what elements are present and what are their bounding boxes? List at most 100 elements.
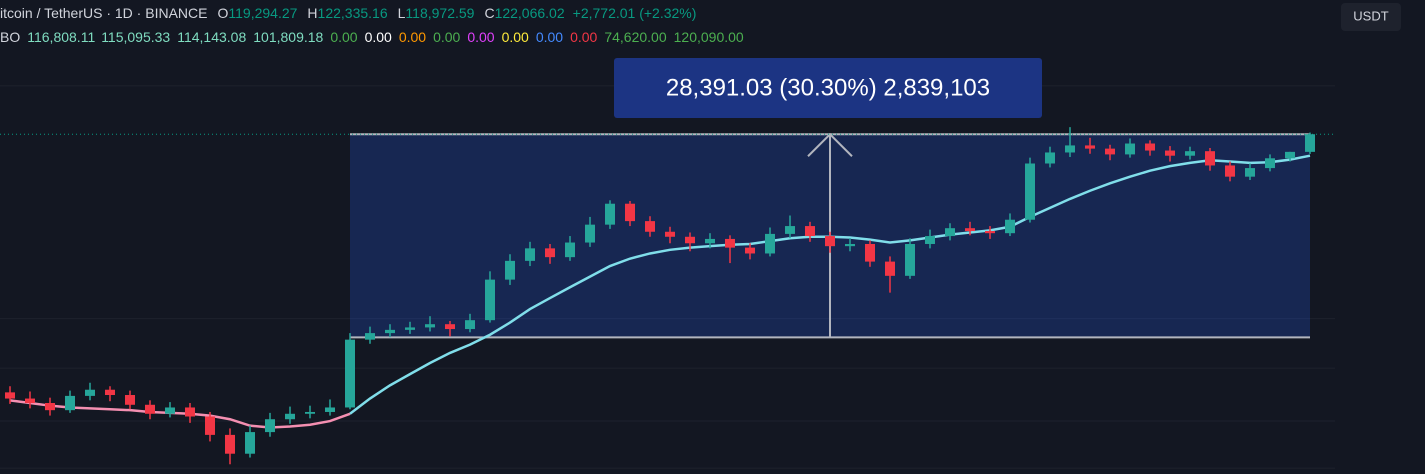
candle-body [1165, 150, 1175, 156]
candle-body [1045, 152, 1055, 164]
candle-body [305, 411, 315, 414]
candle-body [365, 333, 375, 340]
candle-body [785, 226, 795, 234]
indicator-value: 0.00 [502, 29, 529, 45]
candle-body [945, 228, 955, 237]
ohlc-key: O [217, 5, 228, 21]
candle-body [825, 236, 835, 247]
candle-body [1245, 168, 1255, 177]
candle-body [1225, 165, 1235, 177]
candle-body [345, 339, 355, 408]
indicator-value: 0.00 [330, 29, 357, 45]
indicator-value: 115,095.33 [101, 29, 170, 45]
candle-body [485, 279, 495, 321]
currency-button[interactable] [1341, 3, 1401, 31]
indicator-value: 0.00 [399, 29, 426, 45]
ohlc-value: 119,294.27 [228, 5, 297, 21]
indicator-value: 114,143.08 [177, 29, 246, 45]
candle-body [405, 327, 415, 330]
candle-body [705, 238, 715, 244]
candle-body [205, 416, 215, 435]
indicator-value: 0.00 [536, 29, 563, 45]
candle-body [745, 247, 755, 254]
candle-body [885, 261, 895, 276]
candle-body [865, 243, 875, 262]
legend-line: itcoin / TetherUS · 1D · BINANCE O119,294… [0, 5, 696, 21]
change: +2,772.01 (+2.32%) [573, 5, 697, 21]
candle-body [645, 221, 655, 232]
indicator-name: BO [0, 29, 20, 45]
indicator-value: 0.00 [365, 29, 392, 45]
candle-body [105, 389, 115, 396]
candle-body [605, 203, 615, 225]
indicator-value: 120,090.00 [674, 29, 744, 45]
candle-body [665, 231, 675, 237]
ohlc-value: 118,972.59 [405, 5, 474, 21]
candle-body [585, 224, 595, 243]
symbol-title: itcoin / TetherUS · 1D · BINANCE [0, 5, 207, 21]
candle-body [925, 236, 935, 244]
candle-body [1285, 151, 1295, 159]
ohlc-key: H [307, 5, 317, 21]
candle-body [5, 392, 15, 399]
candle-body [85, 389, 95, 396]
candle-body [1305, 134, 1315, 152]
ma-line [9, 399, 351, 429]
candle-body [625, 203, 635, 222]
candle-body [465, 320, 475, 330]
measure-label-text: 28,391.03 (30.30%) 2,839,103 [666, 74, 990, 101]
candle-body [145, 404, 155, 414]
candle-body [505, 260, 515, 280]
ohlc-value: 122,066.02 [495, 5, 565, 21]
candle-body [965, 228, 975, 232]
indicator-line: BO 116,808.11 115,095.33 114,143.08 101,809.… [0, 29, 744, 45]
candle-body [725, 238, 735, 248]
candle-body [545, 248, 555, 258]
candle-body [565, 242, 575, 258]
candle-body [1205, 151, 1215, 166]
candle-body [1025, 163, 1035, 220]
indicator-value: 74,620.00 [604, 29, 666, 45]
candle-body [25, 398, 35, 403]
indicator-value: 101,809.18 [253, 29, 323, 45]
candle-body [805, 226, 815, 237]
candle-body [425, 324, 435, 328]
candle-body [225, 434, 235, 454]
candle-body [45, 402, 55, 411]
indicator-value: 0.00 [433, 29, 460, 45]
measure-label-box [614, 58, 1042, 118]
candle-body [1145, 143, 1155, 151]
candle-body [185, 407, 195, 417]
indicator-value: 0.00 [467, 29, 494, 45]
ohlc-key: C [484, 5, 494, 21]
candle-body [1265, 158, 1275, 169]
candle-body [1085, 145, 1095, 149]
price-axis-panel [1335, 0, 1425, 474]
candle-body [1065, 145, 1075, 153]
candle-body [1125, 143, 1135, 155]
candle-body [285, 413, 295, 420]
currency[interactable]: USDT [1353, 8, 1388, 23]
indicator-value: 0.00 [570, 29, 597, 45]
candle-body [985, 231, 995, 234]
candle-body [445, 324, 455, 330]
ohlc-value: 122,335.16 [318, 5, 388, 21]
candle-body [1005, 219, 1015, 234]
candle-body [525, 248, 535, 261]
candle-body [65, 395, 75, 411]
candle-body [845, 243, 855, 247]
candle-body [765, 233, 775, 254]
candle-body [125, 395, 135, 405]
candle-body [165, 407, 175, 414]
measure-label: 28,391.03 (30.30%) 2,839,103 [614, 58, 1042, 118]
candle-body [265, 419, 275, 433]
candle-body [245, 432, 255, 454]
candle-body [325, 407, 335, 412]
candle-body [685, 236, 695, 244]
indicator-value: 116,808.11 [27, 29, 95, 45]
candle-body [385, 329, 395, 334]
candle-body [905, 243, 915, 276]
candle-body [1185, 151, 1195, 156]
candle-body [1105, 148, 1115, 155]
